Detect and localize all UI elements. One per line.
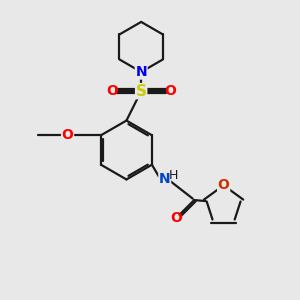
Text: O: O	[218, 178, 230, 192]
Text: N: N	[135, 65, 147, 79]
Text: O: O	[106, 84, 118, 98]
Text: N: N	[159, 172, 170, 186]
Text: O: O	[171, 211, 182, 225]
Text: H: H	[168, 169, 178, 182]
Text: S: S	[136, 84, 147, 99]
Text: O: O	[165, 84, 176, 98]
Text: O: O	[61, 128, 74, 142]
